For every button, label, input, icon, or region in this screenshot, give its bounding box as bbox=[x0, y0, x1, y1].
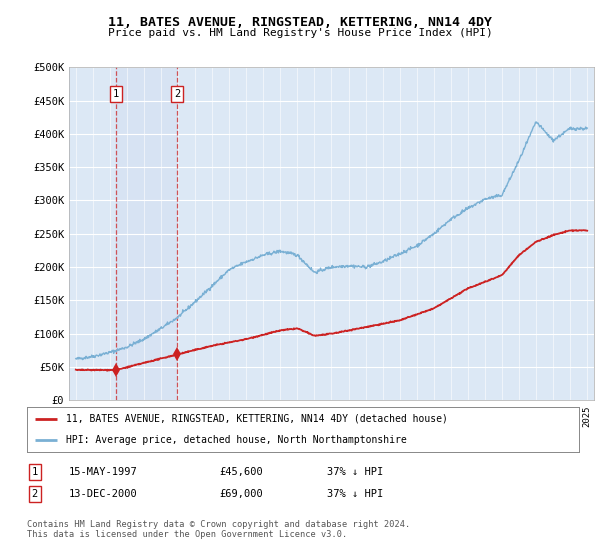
Text: 11, BATES AVENUE, RINGSTEAD, KETTERING, NN14 4DY: 11, BATES AVENUE, RINGSTEAD, KETTERING, … bbox=[108, 16, 492, 29]
Text: Contains HM Land Registry data © Crown copyright and database right 2024.
This d: Contains HM Land Registry data © Crown c… bbox=[27, 520, 410, 539]
Text: 13-DEC-2000: 13-DEC-2000 bbox=[69, 489, 138, 499]
Text: Price paid vs. HM Land Registry's House Price Index (HPI): Price paid vs. HM Land Registry's House … bbox=[107, 28, 493, 38]
Text: 1: 1 bbox=[32, 467, 38, 477]
Text: HPI: Average price, detached house, North Northamptonshire: HPI: Average price, detached house, Nort… bbox=[65, 435, 406, 445]
Text: £45,600: £45,600 bbox=[219, 467, 263, 477]
Text: 2: 2 bbox=[174, 89, 181, 99]
Text: 37% ↓ HPI: 37% ↓ HPI bbox=[327, 489, 383, 499]
Text: 2: 2 bbox=[32, 489, 38, 499]
Text: 1: 1 bbox=[113, 89, 119, 99]
Text: 11, BATES AVENUE, RINGSTEAD, KETTERING, NN14 4DY (detached house): 11, BATES AVENUE, RINGSTEAD, KETTERING, … bbox=[65, 414, 448, 424]
Bar bbox=[116, 67, 177, 400]
Text: £69,000: £69,000 bbox=[219, 489, 263, 499]
Text: 15-MAY-1997: 15-MAY-1997 bbox=[69, 467, 138, 477]
Text: 37% ↓ HPI: 37% ↓ HPI bbox=[327, 467, 383, 477]
